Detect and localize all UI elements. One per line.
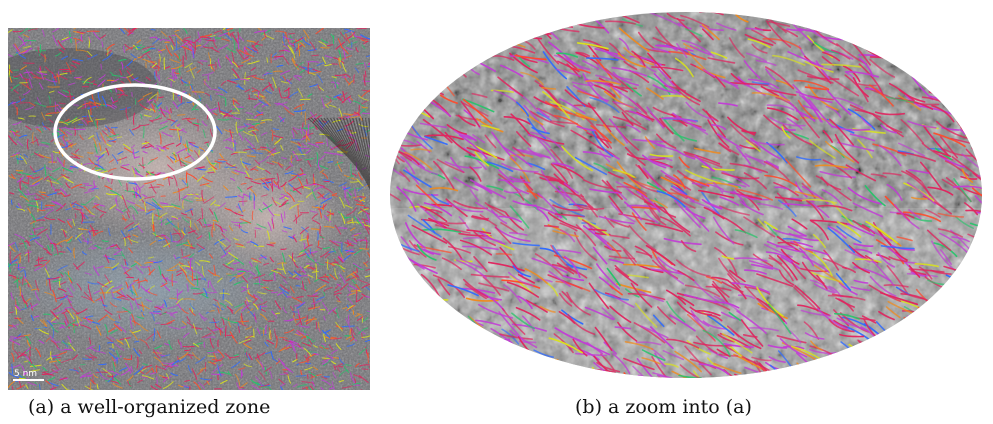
micrograph-panel-b <box>386 8 986 383</box>
micrograph-panel-a: 5 nm <box>8 28 370 390</box>
highlight-ellipse <box>53 83 217 181</box>
caption-panel-a: (a) a well-organized zone <box>28 396 271 418</box>
svg-text:5 nm: 5 nm <box>14 369 37 379</box>
caption-panel-b: (b) a zoom into (a) <box>575 396 752 418</box>
scale-bar: 5 nm <box>13 369 44 381</box>
micrograph-image-a: 5 nm <box>8 28 370 390</box>
micrograph-image-b <box>390 12 982 378</box>
